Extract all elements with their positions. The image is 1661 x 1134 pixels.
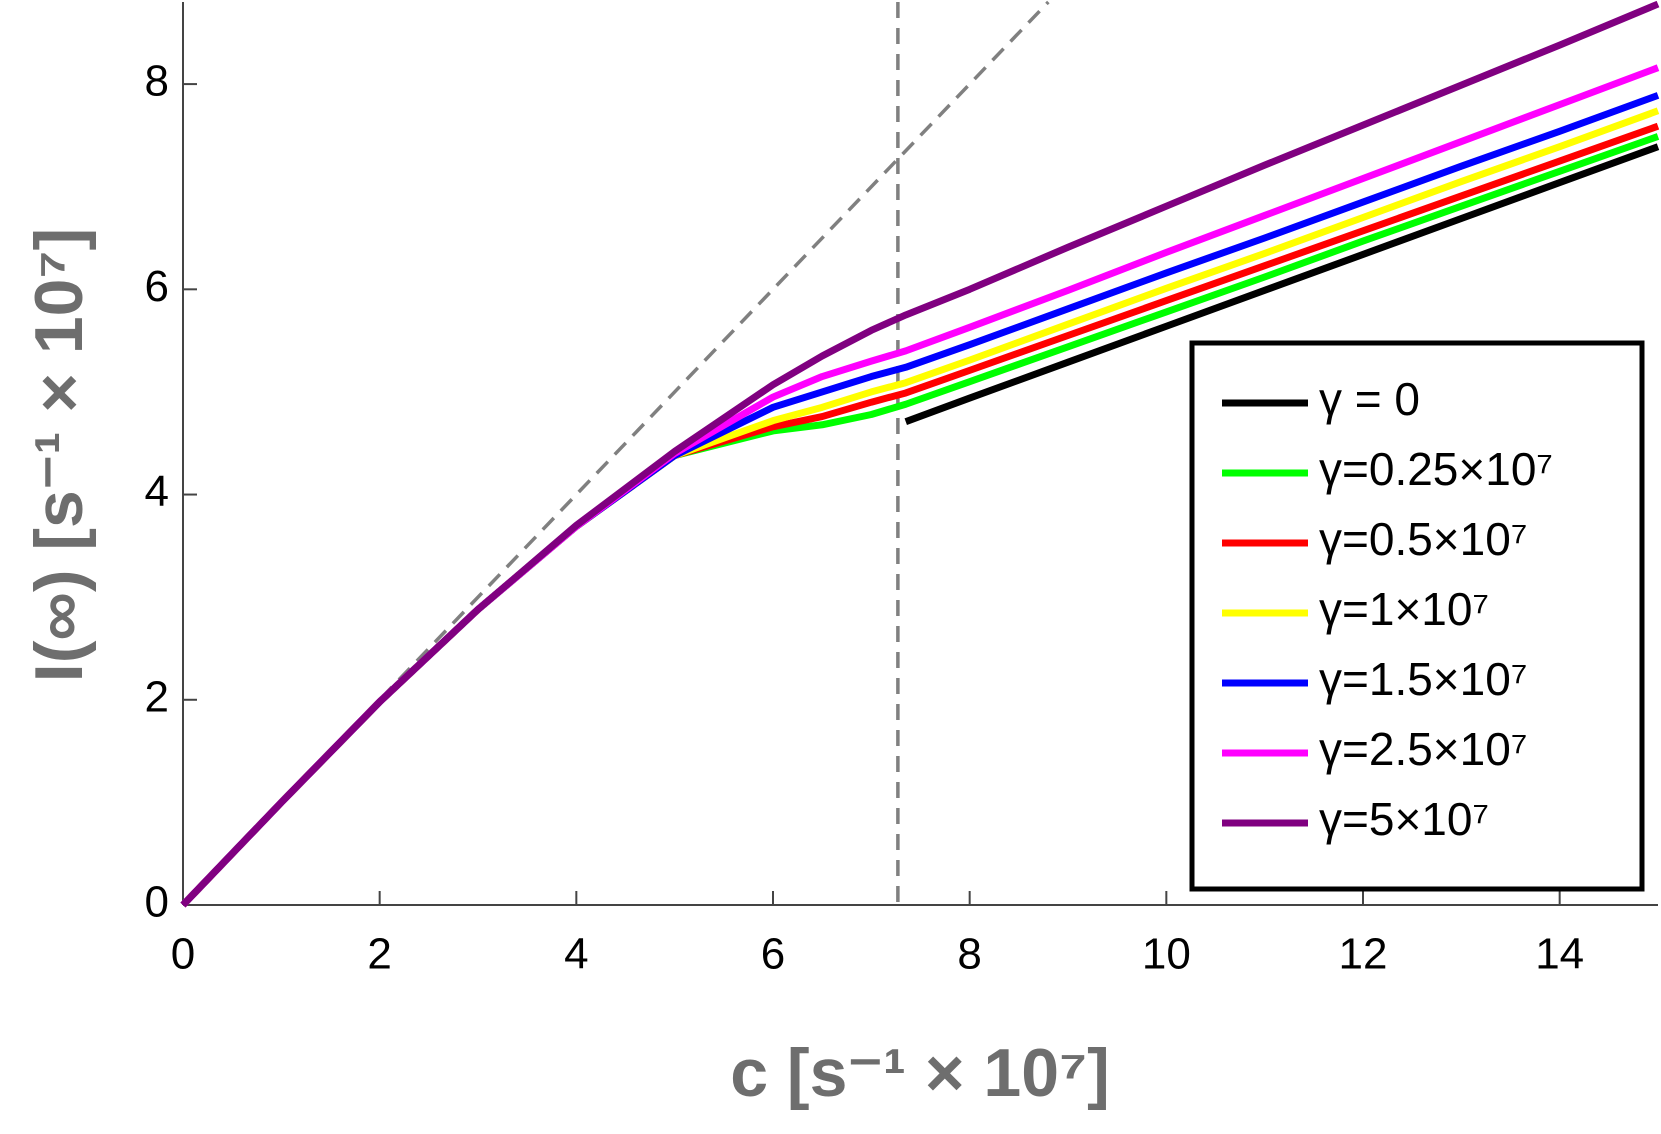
x-tick-label: 14 xyxy=(1535,930,1584,979)
y-tick-label: 0 xyxy=(145,878,169,927)
legend-label: γ=5×10⁷ xyxy=(1319,793,1489,845)
y-axis-title: I(∞) [s⁻¹ × 10⁷] xyxy=(21,228,97,682)
x-tick-label: 12 xyxy=(1339,930,1388,979)
y-tick-label: 6 xyxy=(145,262,169,311)
y-tick-label: 4 xyxy=(145,467,169,516)
x-axis-title: c [s⁻¹ × 10⁷] xyxy=(730,1035,1110,1111)
legend-label: γ=2.5×10⁷ xyxy=(1319,723,1527,775)
x-tick-label: 0 xyxy=(171,930,195,979)
legend-label: γ = 0 xyxy=(1319,373,1420,425)
legend-label: γ=1×10⁷ xyxy=(1319,583,1489,635)
legend-label: γ=0.5×10⁷ xyxy=(1319,513,1527,565)
series-line xyxy=(904,143,1660,425)
x-tick-label: 2 xyxy=(367,930,391,979)
legend-label: γ=0.25×10⁷ xyxy=(1319,443,1553,495)
y-tick-label: 8 xyxy=(145,57,169,106)
legend-label: γ=1.5×10⁷ xyxy=(1319,653,1527,705)
x-tick-label: 8 xyxy=(957,930,981,979)
x-tick-label: 4 xyxy=(564,930,588,979)
series-line xyxy=(180,0,1660,908)
x-tick-label: 6 xyxy=(761,930,785,979)
x-tick-label: 10 xyxy=(1142,930,1191,979)
y-tick-label: 2 xyxy=(145,672,169,721)
